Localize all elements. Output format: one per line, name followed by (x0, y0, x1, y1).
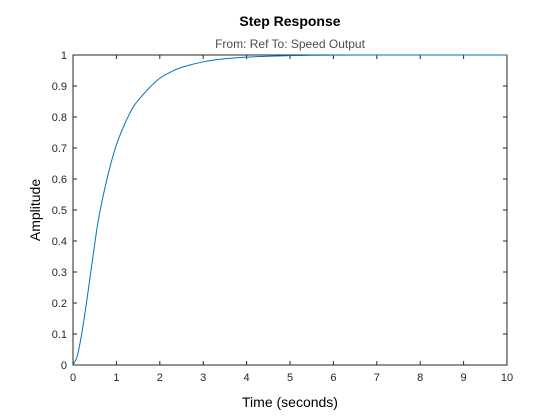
x-tick-label: 0 (70, 372, 76, 384)
x-tick-label: 7 (374, 372, 380, 384)
x-tick-label: 4 (244, 372, 250, 384)
y-axis-label: Amplitude (27, 179, 43, 241)
y-tick-label: 0.4 (52, 236, 67, 248)
x-axis-tick-labels: 0 1 2 3 4 5 6 7 8 9 10 (70, 372, 513, 384)
x-tick-label: 3 (200, 372, 206, 384)
x-tick-label: 6 (330, 372, 336, 384)
y-tick-label: 0.9 (52, 81, 67, 93)
chart-title: Step Response (239, 13, 340, 29)
y-tick-label: 0 (61, 360, 67, 372)
x-tick-label: 10 (501, 372, 513, 384)
x-axis-label: Time (seconds) (242, 394, 338, 410)
y-tick-label: 0.5 (52, 205, 67, 217)
x-tick-label: 5 (287, 372, 293, 384)
y-tick-label: 0.2 (52, 298, 67, 310)
y-tick-label: 0.3 (52, 267, 67, 279)
y-tick-label: 0.7 (52, 143, 67, 155)
series-line-step-response (72, 54, 507, 366)
plot-area (72, 54, 508, 366)
y-tick-label: 0.8 (52, 112, 67, 124)
y-tick-label: 0.1 (52, 329, 67, 341)
x-tick-label: 8 (417, 372, 423, 384)
x-tick-label: 1 (113, 372, 119, 384)
x-tick-label: 9 (461, 372, 467, 384)
chart-subtitle: From: Ref To: Speed Output (215, 37, 366, 51)
x-tick-label: 2 (157, 372, 163, 384)
y-tick-label: 0.6 (52, 174, 67, 186)
y-axis-tick-labels: 0 0.1 0.2 0.3 0.4 0.5 0.6 0.7 0.8 0.9 1 (52, 50, 67, 372)
y-tick-label: 1 (61, 50, 67, 62)
